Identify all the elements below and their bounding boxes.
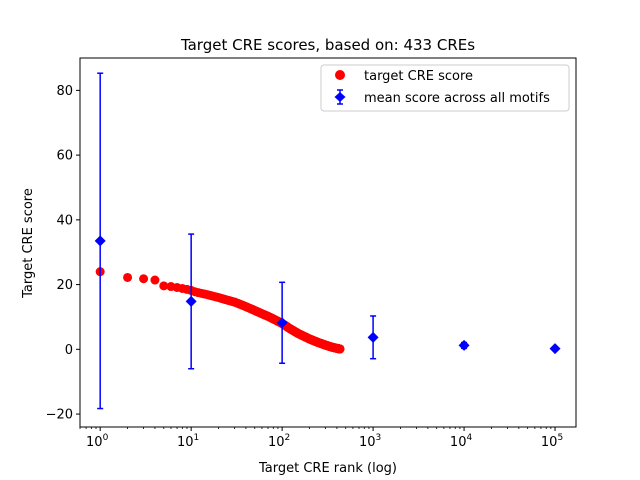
legend-label-mean-score: mean score across all motifs xyxy=(364,91,550,106)
y-axis-label: Target CRE score xyxy=(21,188,36,299)
mean-score-point xyxy=(458,339,470,351)
x-tick-label: 103 xyxy=(359,433,381,450)
chart-title: Target CRE scores, based on: 433 CREs xyxy=(180,36,475,54)
y-tick-label: 40 xyxy=(56,213,73,228)
mean-score-point xyxy=(276,317,288,329)
target-cre-score-point xyxy=(335,344,345,354)
mean-score-point xyxy=(549,343,561,355)
x-axis: 100 101 102 103 104 105 xyxy=(79,427,563,450)
legend-marker-target-cre-score xyxy=(335,70,345,80)
x-tick-label: 102 xyxy=(268,433,290,450)
plot-frame xyxy=(79,57,577,428)
mean-score-point xyxy=(367,331,379,343)
legend-box xyxy=(320,64,570,112)
x-tick-label: 100 xyxy=(86,433,109,450)
y-tick-label: 20 xyxy=(56,278,73,293)
target-cre-score-point xyxy=(123,272,133,282)
x-tick-label: 104 xyxy=(450,433,473,450)
legend-label-target-cre-score: target CRE score xyxy=(364,69,473,84)
target-cre-score-point xyxy=(159,281,169,291)
x-tick-label: 101 xyxy=(177,433,199,450)
mean-score-point xyxy=(94,235,106,247)
y-tick-label: 0 xyxy=(65,343,73,358)
mean-score-point xyxy=(185,295,197,307)
y-tick-label: −20 xyxy=(46,408,73,423)
legend-marker-mean-score xyxy=(334,92,346,102)
legend: target CRE score mean score across all m… xyxy=(320,64,570,112)
y-axis: −20 0 20 40 60 80 xyxy=(46,84,80,423)
y-tick-label: 60 xyxy=(56,149,73,164)
x-axis-label: Target CRE rank (log) xyxy=(258,461,397,476)
x-tick-label: 105 xyxy=(541,433,563,450)
target-cre-score-point xyxy=(139,274,149,284)
target-cre-score-point xyxy=(150,275,160,285)
y-tick-label: 80 xyxy=(56,84,73,99)
plot-area xyxy=(94,72,561,410)
